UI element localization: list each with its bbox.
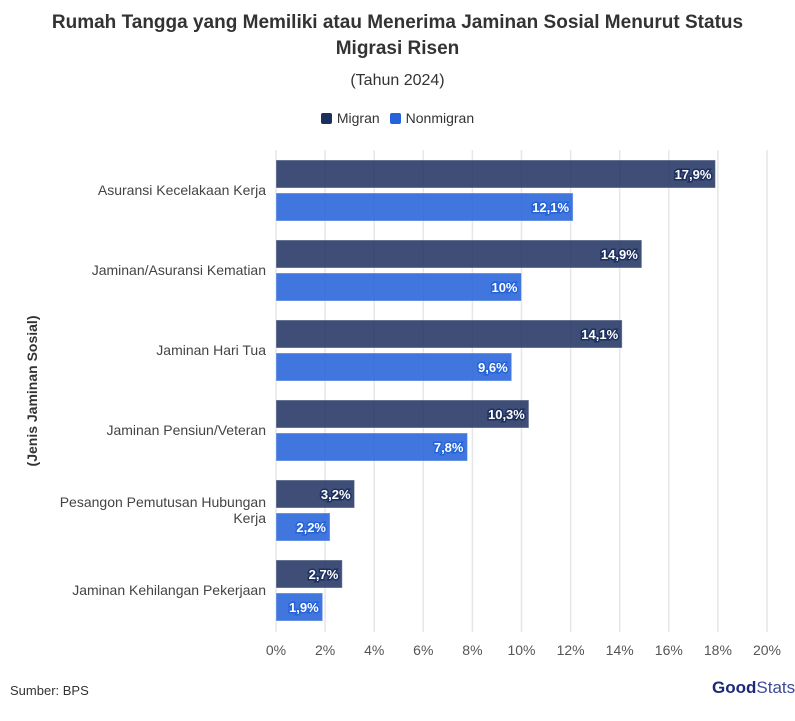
x-tick-label: 10% — [507, 642, 535, 658]
bar-nonmigran — [275, 512, 331, 542]
category-label: Asuransi Kecelakaan Kerja — [98, 182, 266, 198]
data-label-nonmigran: 2,2% — [296, 520, 326, 535]
bar-migran — [275, 239, 643, 269]
legend-swatch-migran — [320, 112, 332, 124]
bar-migran — [275, 399, 530, 429]
data-label-migran: 14,1% — [581, 327, 618, 342]
legend-label-migran: Migran — [336, 110, 380, 126]
data-label-migran: 3,2% — [321, 487, 351, 502]
category-label: Jaminan Kehilangan Pekerjaan — [72, 582, 266, 598]
data-label-nonmigran: 9,6% — [478, 360, 508, 375]
chart-subtitle: (Tahun 2024) — [350, 72, 445, 89]
bar-migran — [275, 319, 623, 349]
data-label-nonmigran: 7,8% — [434, 440, 464, 455]
category-label: Pesangon Pemutusan Hubungan — [60, 494, 266, 510]
legend-swatch-nonmigran — [389, 112, 401, 124]
x-tick-label: 14% — [606, 642, 634, 658]
bar-migran — [275, 159, 716, 189]
category-label: Jaminan Pensiun/Veteran — [106, 422, 266, 438]
data-label-migran: 2,7% — [309, 567, 339, 582]
x-tick-label: 8% — [462, 642, 482, 658]
x-tick-label: 16% — [655, 642, 683, 658]
data-label-nonmigran: 12,1% — [532, 200, 569, 215]
bar-nonmigran — [275, 272, 522, 302]
data-label-nonmigran: 1,9% — [289, 600, 319, 615]
x-tick-label: 2% — [315, 642, 335, 658]
chart-title-line1: Rumah Tangga yang Memiliki atau Menerima… — [51, 12, 744, 33]
goodstats-logo: GoodStats — [712, 678, 795, 697]
legend-item-nonmigran[interactable]: Nonmigran — [389, 110, 475, 126]
legend-label-nonmigran: Nonmigran — [405, 110, 475, 126]
bar-nonmigran — [275, 352, 513, 382]
bar-nonmigran — [275, 192, 574, 222]
category-label: Jaminan/Asuransi Kematian — [92, 262, 266, 278]
x-tick-label: 6% — [413, 642, 433, 658]
category-label: Jaminan Hari Tua — [156, 342, 266, 358]
legend: Migran Nonmigran — [0, 110, 795, 126]
bar-migran — [275, 479, 356, 509]
x-tick-label: 18% — [704, 642, 732, 658]
y-axis-title: (Jenis Jaminan Sosial) — [24, 316, 40, 467]
x-tick-label: 0% — [266, 642, 286, 658]
data-label-migran: 17,9% — [675, 167, 712, 182]
x-tick-label: 20% — [753, 642, 781, 658]
data-label-migran: 14,9% — [601, 247, 638, 262]
source-note: Sumber: BPS — [10, 683, 89, 698]
x-tick-label: 4% — [364, 642, 384, 658]
bar-nonmigran — [275, 432, 468, 462]
data-label-nonmigran: 10% — [491, 280, 517, 295]
bar-nonmigran — [275, 592, 324, 622]
data-label-migran: 10,3% — [488, 407, 525, 422]
legend-item-migran[interactable]: Migran — [320, 110, 380, 126]
chart-title-line2: Migrasi Risen — [335, 38, 460, 59]
x-tick-label: 12% — [557, 642, 585, 658]
category-label: Kerja — [233, 510, 266, 526]
bar-migran — [275, 559, 343, 589]
